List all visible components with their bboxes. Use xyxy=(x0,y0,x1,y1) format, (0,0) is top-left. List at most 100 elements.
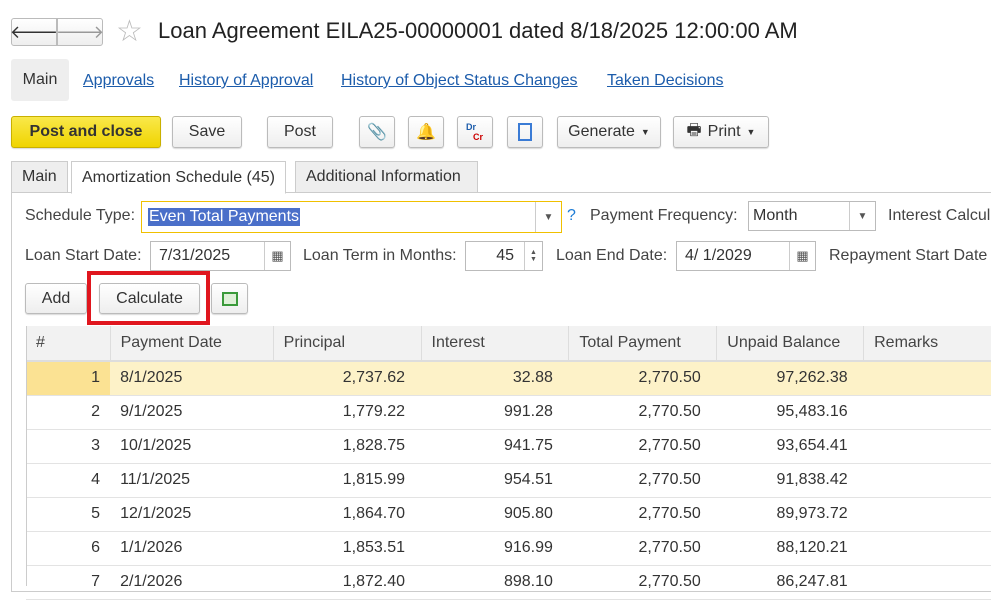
loan-start-date-label: Loan Start Date: xyxy=(25,247,142,264)
column-header[interactable]: # xyxy=(26,326,111,362)
interest-calculation-label: Interest Calcul xyxy=(888,207,991,224)
table-cell: 12/1/2025 xyxy=(110,497,274,532)
structure-button[interactable] xyxy=(507,116,543,148)
post-and-close-button[interactable]: Post and close xyxy=(11,116,161,148)
table-row[interactable]: 3 10/1/2025 1,828.75 941.75 2,770.50 93,654.4… xyxy=(26,429,991,464)
hierarchy-icon xyxy=(518,123,532,141)
table-cell: 93,654.41 xyxy=(716,429,864,464)
cr-icon: Cr xyxy=(472,132,483,142)
loan-start-date-field[interactable]: 7/31/2025 ▦ xyxy=(150,241,291,271)
nav-main[interactable]: Main xyxy=(11,59,69,101)
schedule-type-select[interactable]: Even Total Payments ▼ xyxy=(141,201,562,233)
table-row[interactable]: 1 8/1/2025 2,737.62 32.88 2,770.50 97,262.38 xyxy=(26,361,991,396)
amortization-table: # Payment Date Principal Interest Total Paym… xyxy=(26,326,991,600)
spreadsheet-icon xyxy=(221,291,238,306)
back-button[interactable]: 🡐 xyxy=(10,18,58,46)
payment-frequency-select[interactable]: Month ▼ xyxy=(748,201,876,231)
stepper-arrows-icon[interactable]: ▲ ▼ xyxy=(524,242,542,270)
table-cell: 1 xyxy=(26,361,111,396)
repayment-start-date-label: Repayment Start Date xyxy=(829,247,988,264)
table-cell: 89,973.72 xyxy=(716,497,864,532)
table-cell: 2,737.62 xyxy=(273,361,422,396)
nav-taken-decisions[interactable]: Taken Decisions xyxy=(607,72,724,89)
column-header[interactable]: Unpaid Balance xyxy=(716,326,865,362)
table-cell: 2,770.50 xyxy=(568,497,717,532)
table-cell: 97,262.38 xyxy=(716,361,864,396)
table-cell: 6 xyxy=(26,531,111,566)
table-cell: 905.80 xyxy=(421,497,569,532)
table-cell: 86,247.81 xyxy=(716,565,864,600)
print-button[interactable]: 🖶 Print ▼ xyxy=(673,116,769,148)
table-row[interactable]: 5 12/1/2025 1,864.70 905.80 2,770.50 89,973.7… xyxy=(26,497,991,532)
column-header[interactable]: Remarks xyxy=(863,326,991,362)
table-cell: 11/1/2025 xyxy=(110,463,274,498)
calendar-icon[interactable]: ▦ xyxy=(264,242,290,270)
column-header[interactable]: Total Payment xyxy=(568,326,718,362)
generate-button[interactable]: Generate ▼ xyxy=(557,116,661,148)
loan-end-date-label: Loan End Date: xyxy=(556,247,668,264)
export-button[interactable] xyxy=(211,283,248,314)
chevron-down-icon[interactable]: ▼ xyxy=(849,202,875,230)
table-cell: 2,770.50 xyxy=(568,429,717,464)
table-cell: 954.51 xyxy=(421,463,569,498)
table-left-border xyxy=(26,326,27,586)
table-cell: 1,872.40 xyxy=(273,565,422,600)
chevron-down-icon: ▼ xyxy=(640,127,650,137)
bell-icon: 🔔 xyxy=(416,124,436,141)
table-cell: 1,828.75 xyxy=(273,429,422,464)
chevron-down-icon: ▼ xyxy=(746,127,756,137)
star-icon[interactable]: ☆ xyxy=(116,15,143,48)
table-cell: 88,120.21 xyxy=(716,531,864,566)
nav-history-status[interactable]: History of Object Status Changes xyxy=(341,72,578,89)
nav-approvals[interactable]: Approvals xyxy=(83,72,155,89)
table-cell: 91,838.42 xyxy=(716,463,864,498)
table-cell: 1,779.22 xyxy=(273,395,422,430)
table-cell: 916.99 xyxy=(421,531,569,566)
table-cell: 991.28 xyxy=(421,395,569,430)
table-cell xyxy=(863,497,991,532)
calendar-icon[interactable]: ▦ xyxy=(789,242,815,270)
table-row[interactable]: 2 9/1/2025 1,779.22 991.28 2,770.50 95,483.16 xyxy=(26,395,991,430)
table-cell: 2,770.50 xyxy=(568,531,717,566)
table-cell xyxy=(863,463,991,498)
tab-amortization-schedule[interactable]: Amortization Schedule (45) xyxy=(71,161,286,194)
attach-button[interactable]: 📎 xyxy=(359,116,395,148)
table-cell: 1,815.99 xyxy=(273,463,422,498)
notify-button[interactable]: 🔔 xyxy=(408,116,444,148)
table-cell: 2,770.50 xyxy=(568,395,717,430)
tab-additional-information[interactable]: Additional Information xyxy=(295,161,478,193)
paperclip-icon: 📎 xyxy=(367,124,387,141)
table-row[interactable]: 4 11/1/2025 1,815.99 954.51 2,770.50 91,838.4… xyxy=(26,463,991,498)
nav-history-approval[interactable]: History of Approval xyxy=(179,72,314,89)
table-cell: 3 xyxy=(26,429,111,464)
dr-icon: Dr xyxy=(465,122,476,132)
table-cell: 1,864.70 xyxy=(273,497,422,532)
forward-button[interactable]: 🡒 xyxy=(56,18,104,46)
table-row[interactable]: 6 1/1/2026 1,853.51 916.99 2,770.50 88,120.21 xyxy=(26,531,991,566)
add-button[interactable]: Add xyxy=(25,283,87,314)
table-cell: 10/1/2025 xyxy=(110,429,274,464)
table-cell: 95,483.16 xyxy=(716,395,864,430)
table-cell xyxy=(863,429,991,464)
payment-frequency-label: Payment Frequency: xyxy=(590,207,738,224)
calculate-button[interactable]: Calculate xyxy=(99,283,200,314)
table-cell: 2,770.50 xyxy=(568,565,717,600)
chevron-down-icon[interactable]: ▼ xyxy=(535,202,561,232)
column-header[interactable]: Payment Date xyxy=(110,326,274,362)
loan-term-stepper[interactable]: 45 ▲ ▼ xyxy=(465,241,543,271)
table-cell: 5 xyxy=(26,497,111,532)
column-header[interactable]: Principal xyxy=(273,326,422,362)
tab-main[interactable]: Main xyxy=(11,161,68,193)
table-cell xyxy=(863,395,991,430)
loan-end-date-field[interactable]: 4/ 1/2029 ▦ xyxy=(676,241,816,271)
drcr-button[interactable]: Dr Cr xyxy=(457,116,493,148)
table-cell: 1,853.51 xyxy=(273,531,422,566)
table-cell: 9/1/2025 xyxy=(110,395,274,430)
post-button[interactable]: Post xyxy=(267,116,333,148)
help-icon[interactable]: ? xyxy=(567,207,576,224)
schedule-type-label: Schedule Type: xyxy=(25,207,136,224)
table-row[interactable]: 7 2/1/2026 1,872.40 898.10 2,770.50 86,247.81 xyxy=(26,565,991,600)
table-cell: 2,770.50 xyxy=(568,463,717,498)
save-button[interactable]: Save xyxy=(172,116,242,148)
column-header[interactable]: Interest xyxy=(421,326,570,362)
